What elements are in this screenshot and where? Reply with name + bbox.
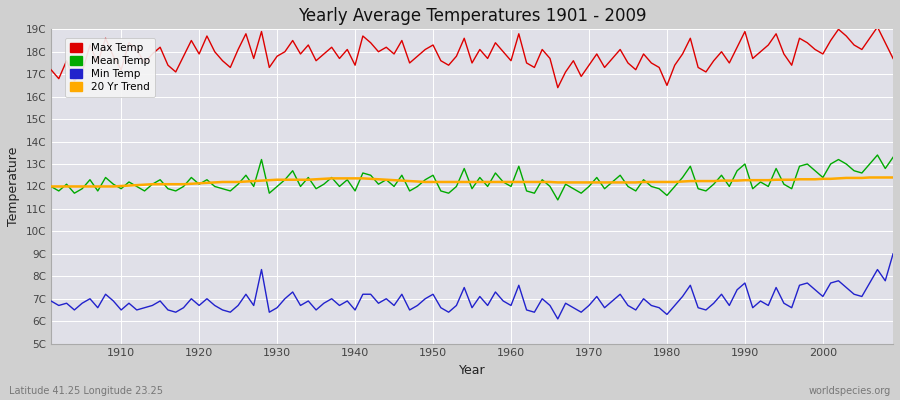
Max Temp [506, 58, 517, 63]
Min Temp [46, 298, 57, 303]
Mean Temp [607, 180, 617, 184]
Min Temp [887, 252, 898, 256]
Max Temp [887, 56, 898, 61]
Mean Temp [498, 180, 508, 184]
20 Yr Trend [506, 180, 517, 184]
20 Yr Trend [46, 184, 57, 189]
20 Yr Trend [327, 176, 338, 181]
20 Yr Trend [108, 184, 119, 189]
Mean Temp [280, 177, 291, 182]
Min Temp [506, 303, 517, 308]
Mean Temp [46, 184, 57, 189]
Min Temp [607, 298, 617, 303]
X-axis label: Year: Year [459, 364, 485, 377]
Y-axis label: Temperature: Temperature [7, 147, 20, 226]
Line: Max Temp: Max Temp [51, 27, 893, 88]
Legend: Max Temp, Mean Temp, Min Temp, 20 Yr Trend: Max Temp, Mean Temp, Min Temp, 20 Yr Tre… [65, 38, 155, 98]
20 Yr Trend [599, 180, 610, 185]
Mean Temp [887, 155, 898, 160]
Max Temp [607, 56, 617, 61]
Max Temp [108, 54, 119, 59]
20 Yr Trend [887, 175, 898, 180]
Min Temp [108, 298, 119, 303]
Mean Temp [506, 184, 517, 189]
Text: Latitude 41.25 Longitude 23.25: Latitude 41.25 Longitude 23.25 [9, 386, 163, 396]
Min Temp [498, 298, 508, 303]
Max Temp [872, 25, 883, 30]
Max Temp [280, 49, 291, 54]
20 Yr Trend [280, 177, 291, 182]
Max Temp [46, 67, 57, 72]
Min Temp [553, 316, 563, 321]
Mean Temp [327, 175, 338, 180]
20 Yr Trend [498, 180, 508, 184]
Title: Yearly Average Temperatures 1901 - 2009: Yearly Average Temperatures 1901 - 2009 [298, 7, 646, 25]
20 Yr Trend [864, 175, 875, 180]
Line: 20 Yr Trend: 20 Yr Trend [51, 178, 893, 186]
Max Temp [327, 45, 338, 50]
Mean Temp [553, 198, 563, 202]
Text: worldspecies.org: worldspecies.org [809, 386, 891, 396]
Mean Temp [872, 153, 883, 158]
Min Temp [280, 296, 291, 301]
Min Temp [327, 296, 338, 301]
Mean Temp [108, 182, 119, 187]
Line: Min Temp: Min Temp [51, 254, 893, 319]
Max Temp [553, 85, 563, 90]
Max Temp [498, 49, 508, 54]
Line: Mean Temp: Mean Temp [51, 155, 893, 200]
